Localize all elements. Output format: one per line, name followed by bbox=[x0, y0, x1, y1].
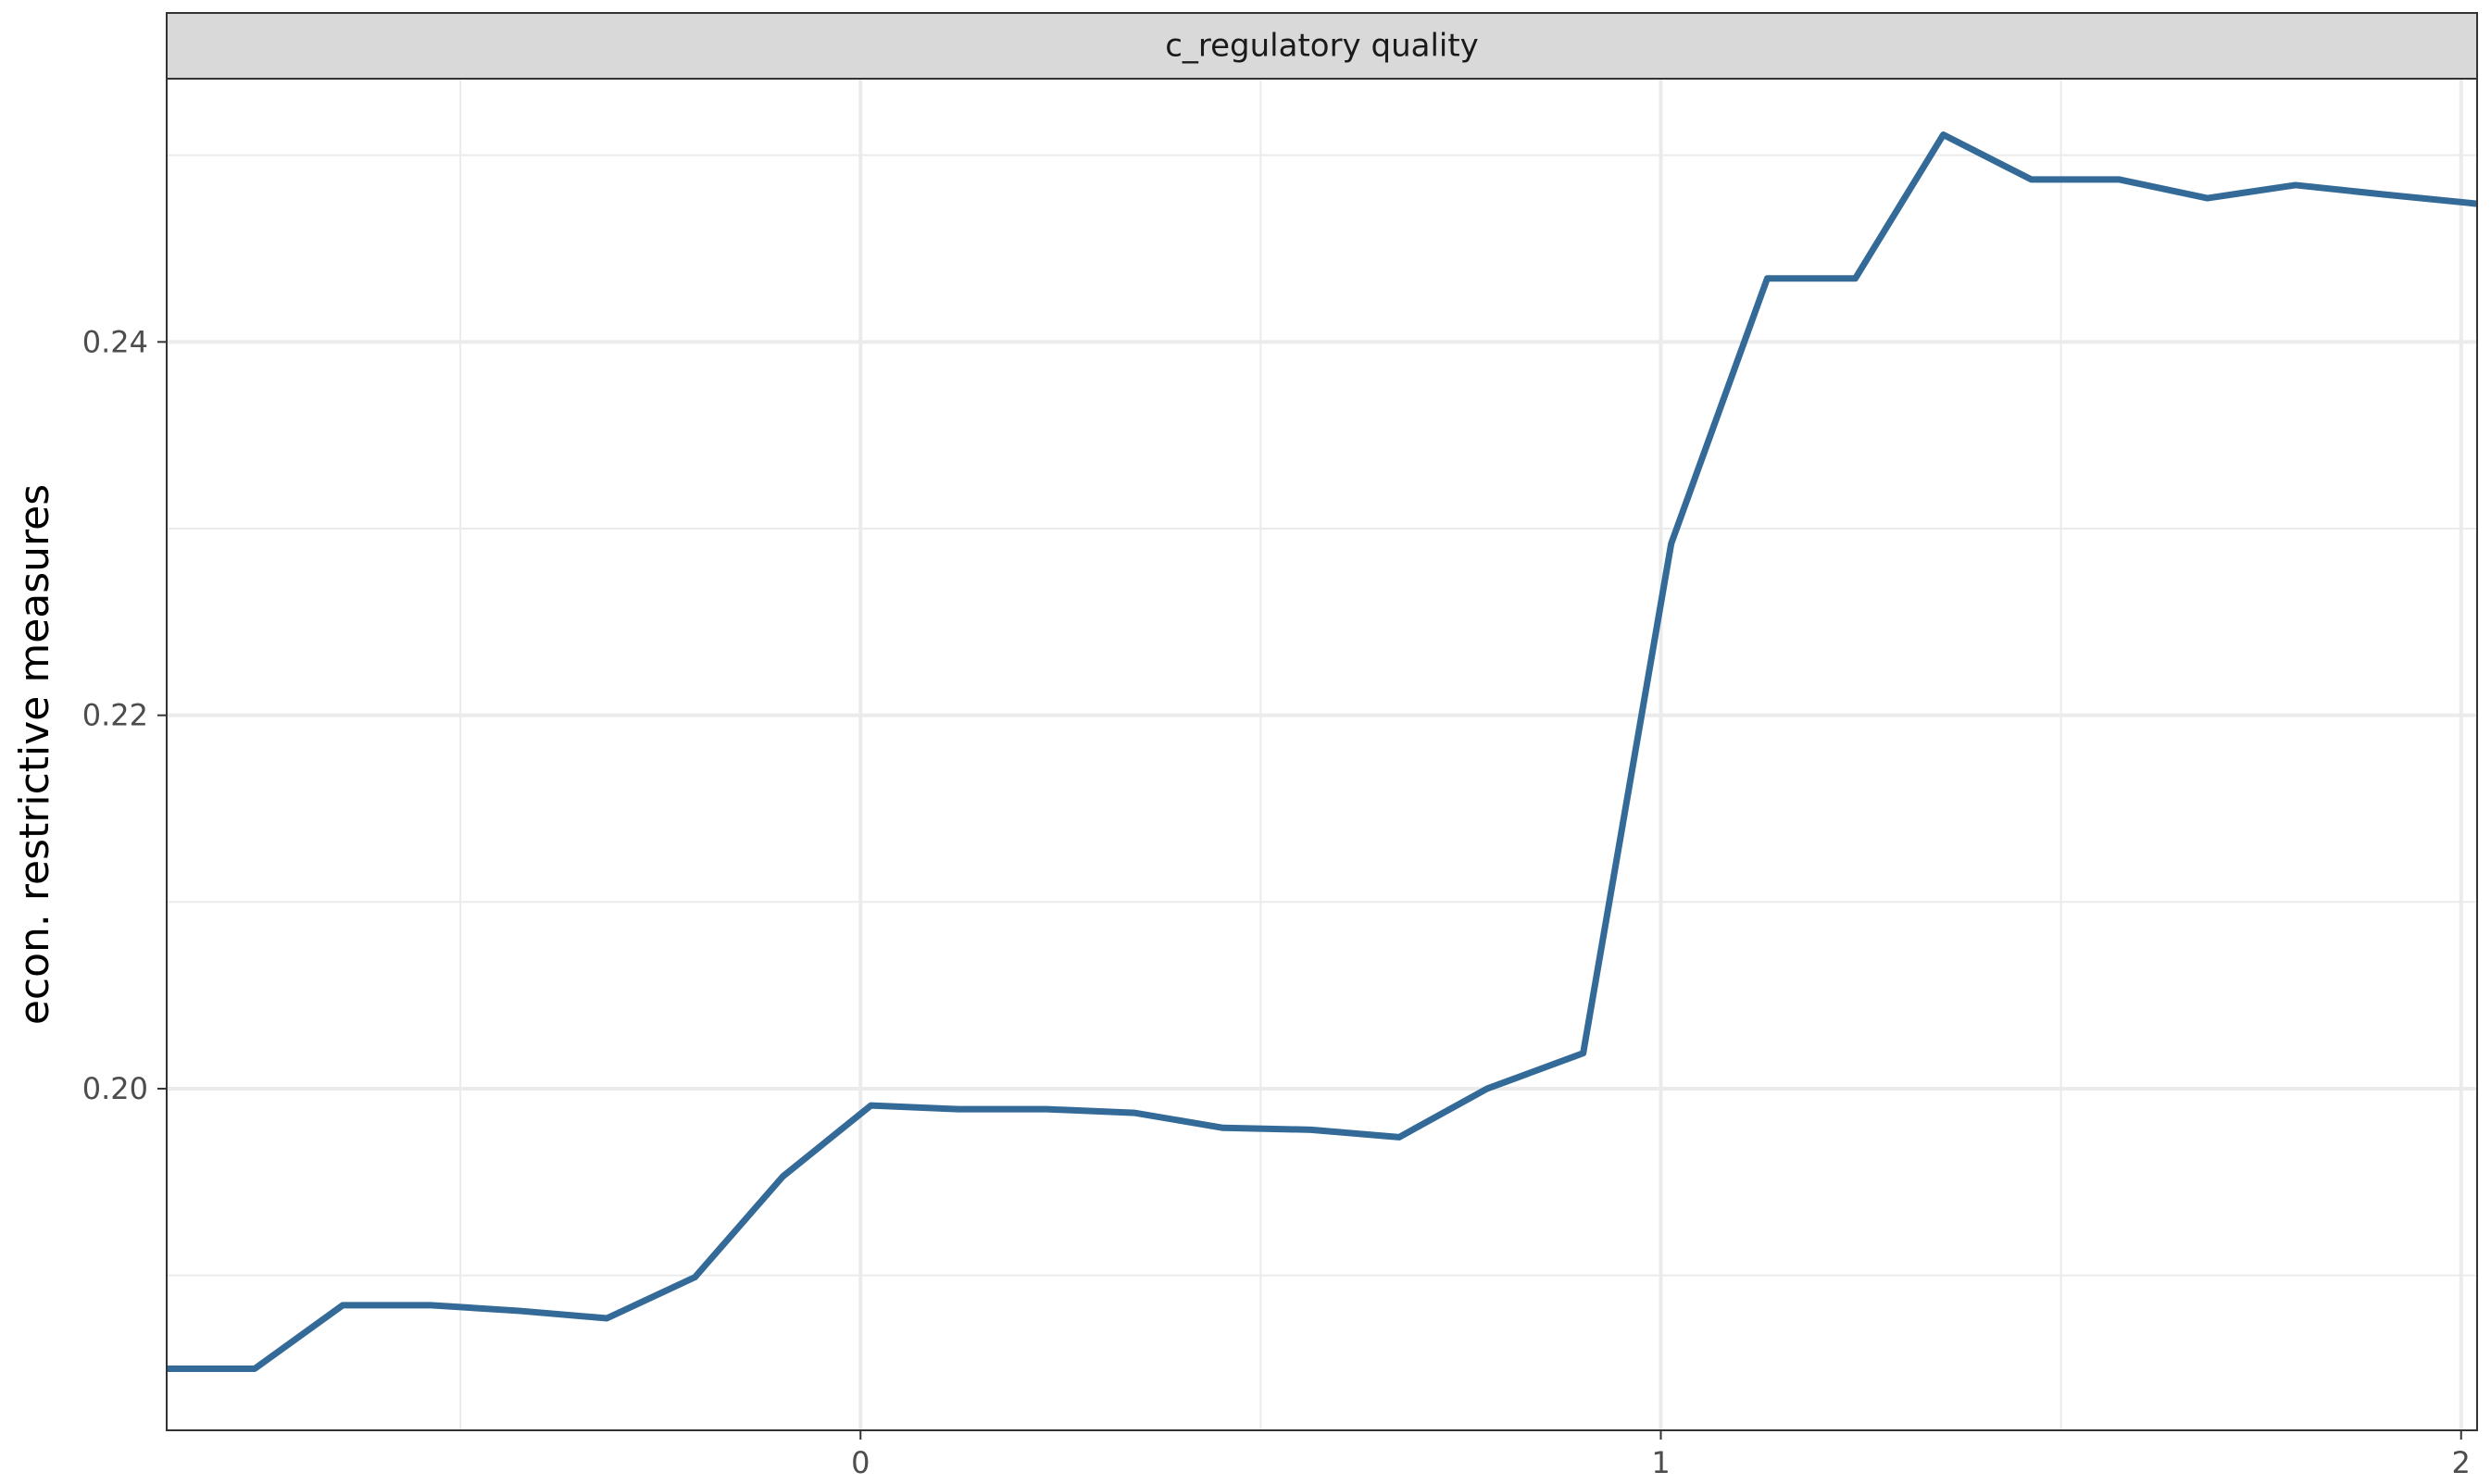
facet-strip-background bbox=[166, 12, 2478, 80]
series-layer bbox=[167, 131, 2478, 1372]
series-line bbox=[167, 131, 2478, 1372]
x-tick-label: 1 bbox=[1651, 1445, 1670, 1480]
major-gridlines bbox=[167, 79, 2477, 1430]
facet-label: c_regulatory quality bbox=[1165, 28, 1479, 65]
x-tick-label: 2 bbox=[2452, 1445, 2471, 1480]
y-tick-label: 0.24 bbox=[82, 324, 148, 359]
x-tick-label: 0 bbox=[851, 1445, 870, 1480]
plot-panel bbox=[167, 79, 2477, 1430]
minor-gridlines bbox=[167, 79, 2477, 1430]
x-axis: 0 1 2 bbox=[851, 1430, 2471, 1480]
facet-strip: c_regulatory quality bbox=[166, 12, 2478, 80]
y-axis-title: econ. restrictive measures bbox=[11, 484, 58, 1025]
y-axis: 0.20 0.22 0.24 bbox=[82, 324, 167, 1106]
y-tick-label: 0.22 bbox=[82, 698, 148, 733]
y-tick-label: 0.20 bbox=[82, 1071, 148, 1106]
